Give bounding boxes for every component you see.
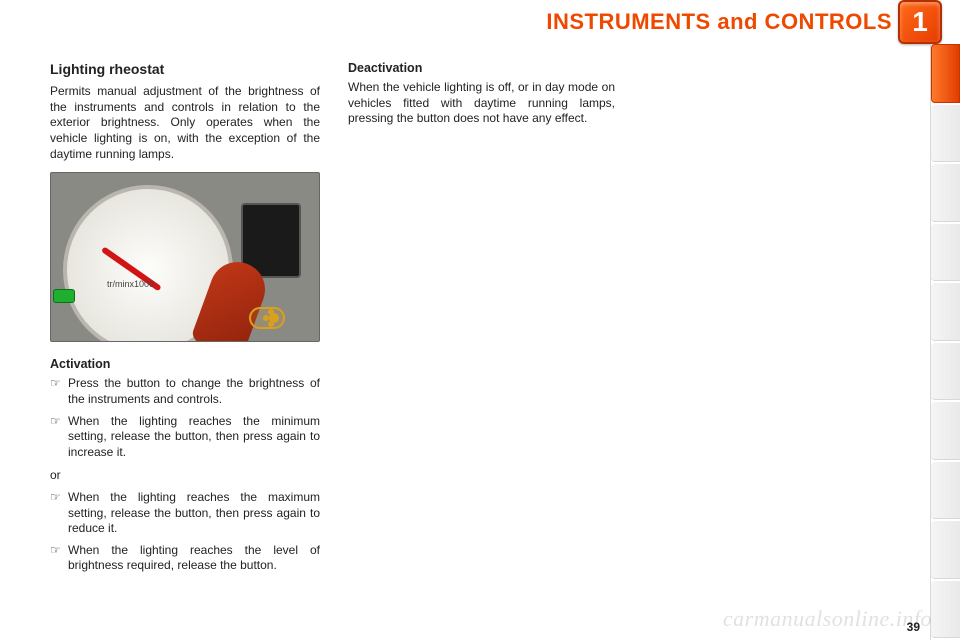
deactivation-heading: Deactivation xyxy=(348,60,615,76)
rheostat-button-icon xyxy=(249,307,285,329)
list-text: When the lighting reaches the minimum se… xyxy=(68,414,320,461)
side-tab[interactable] xyxy=(931,105,960,163)
side-tab[interactable] xyxy=(931,402,960,460)
or-separator: or xyxy=(50,468,320,484)
side-tab[interactable] xyxy=(931,462,960,520)
content: Lighting rheostat Permits manual adjustm… xyxy=(50,60,910,620)
list-item: ☞When the lighting reaches the maximum s… xyxy=(50,490,320,537)
list-item: ☞When the lighting reaches the level of … xyxy=(50,543,320,574)
list-item: ☞When the lighting reaches the minimum s… xyxy=(50,414,320,461)
side-tab[interactable] xyxy=(931,581,960,639)
list-text: Press the button to change the brightnes… xyxy=(68,376,320,407)
activation-heading: Activation xyxy=(50,356,320,372)
side-tab[interactable] xyxy=(931,521,960,579)
bullet-icon: ☞ xyxy=(50,543,68,574)
chapter-badge: 1 xyxy=(898,0,942,44)
side-tab[interactable] xyxy=(931,224,960,282)
bullet-icon: ☞ xyxy=(50,414,68,461)
bullet-icon: ☞ xyxy=(50,490,68,537)
dashboard-photo: tr/minx1000 xyxy=(50,172,320,342)
activation-list-a: ☞Press the button to change the brightne… xyxy=(50,376,320,460)
side-tabs xyxy=(930,44,960,640)
side-tab[interactable] xyxy=(931,283,960,341)
list-item: ☞Press the button to change the brightne… xyxy=(50,376,320,407)
section-title: Lighting rheostat xyxy=(50,60,320,78)
intro-paragraph: Permits manual adjustment of the brightn… xyxy=(50,84,320,162)
activation-list-b: ☞When the lighting reaches the maximum s… xyxy=(50,490,320,574)
page-number: 39 xyxy=(907,620,920,634)
header-bar: INSTRUMENTS and CONTROLS 1 xyxy=(0,0,960,44)
bullet-icon: ☞ xyxy=(50,376,68,407)
side-tab[interactable] xyxy=(931,343,960,401)
list-text: When the lighting reaches the level of b… xyxy=(68,543,320,574)
side-tab-active[interactable] xyxy=(931,44,960,103)
side-tab[interactable] xyxy=(931,164,960,222)
list-text: When the lighting reaches the maximum se… xyxy=(68,490,320,537)
gauge-label: tr/minx1000 xyxy=(107,279,154,291)
empty-column xyxy=(643,60,910,620)
header-title: INSTRUMENTS and CONTROLS xyxy=(546,9,892,35)
indicator-light-icon xyxy=(53,289,75,303)
deactivation-text: When the vehicle lighting is off, or in … xyxy=(348,80,615,127)
right-column: Deactivation When the vehicle lighting i… xyxy=(348,60,615,620)
left-column: Lighting rheostat Permits manual adjustm… xyxy=(50,60,320,620)
